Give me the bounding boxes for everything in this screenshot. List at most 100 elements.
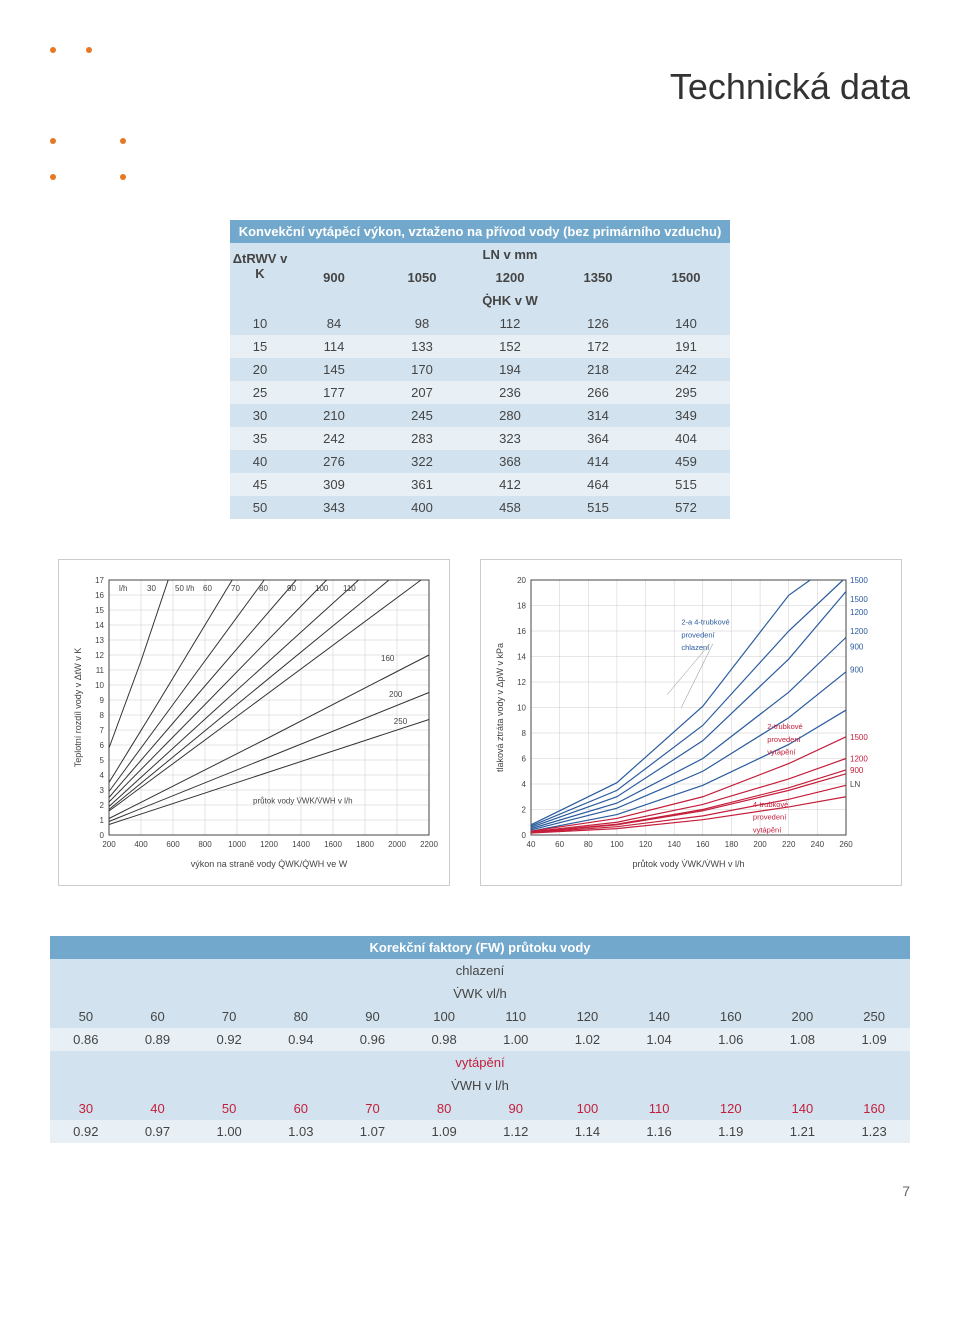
svg-text:15: 15 [95,606,104,615]
cell: 110 [623,1097,695,1120]
page-title: Technická data [50,66,910,108]
cell: 0.92 [193,1028,265,1051]
svg-text:7: 7 [100,726,105,735]
svg-text:1600: 1600 [324,840,342,849]
svg-text:4: 4 [100,771,105,780]
svg-text:1800: 1800 [356,840,374,849]
svg-text:5: 5 [100,756,105,765]
svg-text:50 l/h: 50 l/h [175,584,195,593]
svg-text:240: 240 [811,840,825,849]
cell: 50 [193,1097,265,1120]
svg-text:1200: 1200 [850,755,868,764]
temp-diff-chart: 2004006008001000120014001600180020002200… [58,559,450,886]
cell: 90 [480,1097,552,1120]
table-row: 15114133152172191 [230,335,730,358]
svg-text:60: 60 [203,584,212,593]
svg-text:80: 80 [259,584,268,593]
cell: 60 [265,1097,337,1120]
table-row: 50343400458515572 [230,496,730,519]
cell: 1.23 [838,1120,910,1143]
svg-text:120: 120 [639,840,653,849]
heating-unit: V̇WH v l/h [50,1074,910,1097]
cell: 1.14 [552,1120,624,1143]
svg-text:60: 60 [555,840,564,849]
page-number: 7 [50,1183,910,1199]
svg-text:220: 220 [782,840,796,849]
svg-text:18: 18 [517,602,526,611]
svg-text:LN: LN [850,780,860,789]
svg-text:90: 90 [287,584,296,593]
cell: 0.97 [122,1120,194,1143]
svg-text:160: 160 [696,840,710,849]
cell: 1.03 [265,1120,337,1143]
cell: 1.16 [623,1120,695,1143]
cooling-unit: V̇WK vl/h [50,982,910,1005]
cell: 0.96 [337,1028,409,1051]
cell: 120 [552,1005,624,1028]
cell: 1.12 [480,1120,552,1143]
svg-text:200: 200 [753,840,767,849]
cell: 0.98 [408,1028,480,1051]
svg-text:chlazení: chlazení [681,643,710,652]
svg-text:600: 600 [166,840,180,849]
decoration-dots [50,40,910,58]
svg-text:10: 10 [95,681,104,690]
svg-text:2-a 4-trubkové: 2-a 4-trubkové [681,618,729,627]
svg-text:průtok vody V̇WK/V̇WH v l/h: průtok vody V̇WK/V̇WH v l/h [253,797,353,806]
svg-text:260: 260 [839,840,853,849]
svg-text:1400: 1400 [292,840,310,849]
svg-text:1: 1 [100,816,105,825]
cell: 140 [767,1097,839,1120]
cell: 1.07 [337,1120,409,1143]
svg-text:250: 250 [394,717,408,726]
svg-text:6: 6 [522,755,527,764]
svg-text:tlaková ztráta vody v ΔpW v kP: tlaková ztráta vody v ΔpW v kPa [495,643,505,772]
svg-text:40: 40 [527,840,536,849]
svg-text:8: 8 [522,729,527,738]
svg-text:2000: 2000 [388,840,406,849]
svg-text:800: 800 [198,840,212,849]
cell: 140 [623,1005,695,1028]
svg-text:1500: 1500 [850,595,868,604]
cell: 0.92 [50,1120,122,1143]
svg-text:vytápění: vytápění [767,748,796,757]
svg-text:1500: 1500 [850,733,868,742]
svg-text:900: 900 [850,766,864,775]
cell: 0.94 [265,1028,337,1051]
table-caption: Konvekční vytápěcí výkon, vztaženo na př… [230,220,730,243]
svg-text:100: 100 [315,584,329,593]
svg-text:3: 3 [100,786,105,795]
svg-text:výkon na straně vody Q̇WK/Q̇WH: výkon na straně vody Q̇WK/Q̇WH ve W [191,859,348,869]
svg-text:8: 8 [100,711,105,720]
svg-text:16: 16 [517,627,526,636]
cooling-label: chlazení [50,959,910,982]
col-header: 1500 [642,266,730,289]
svg-text:1500: 1500 [850,576,868,585]
cell: 100 [408,1005,480,1028]
cell: 0.86 [50,1028,122,1051]
svg-text:100: 100 [610,840,624,849]
svg-text:30: 30 [147,584,156,593]
svg-text:13: 13 [95,636,104,645]
table-row: 108498112126140 [230,312,730,335]
cell: 160 [838,1097,910,1120]
row-axis-label: ΔtRWV v K [230,243,290,289]
cell: 1.19 [695,1120,767,1143]
correction-factor-table: Korekční faktory (FW) průtoku vody chlaz… [50,936,910,1143]
table-row: 35242283323364404 [230,427,730,450]
pressure-loss-chart: 4060801001201401601802002202402600246810… [480,559,902,886]
cell: 160 [695,1005,767,1028]
svg-text:0: 0 [100,831,105,840]
col-header: 900 [290,266,378,289]
cell: 200 [767,1005,839,1028]
svg-text:2: 2 [522,806,527,815]
svg-text:1000: 1000 [228,840,246,849]
svg-text:9: 9 [100,696,105,705]
heating-power-table: Konvekční vytápěcí výkon, vztaženo na př… [230,220,730,519]
cell: 1.09 [408,1120,480,1143]
svg-text:Teplotní rozdíl vody v ΔtW v K: Teplotní rozdíl vody v ΔtW v K [73,648,83,768]
svg-text:140: 140 [668,840,682,849]
svg-text:l/h: l/h [119,584,127,593]
cell: 120 [695,1097,767,1120]
cell: 250 [838,1005,910,1028]
